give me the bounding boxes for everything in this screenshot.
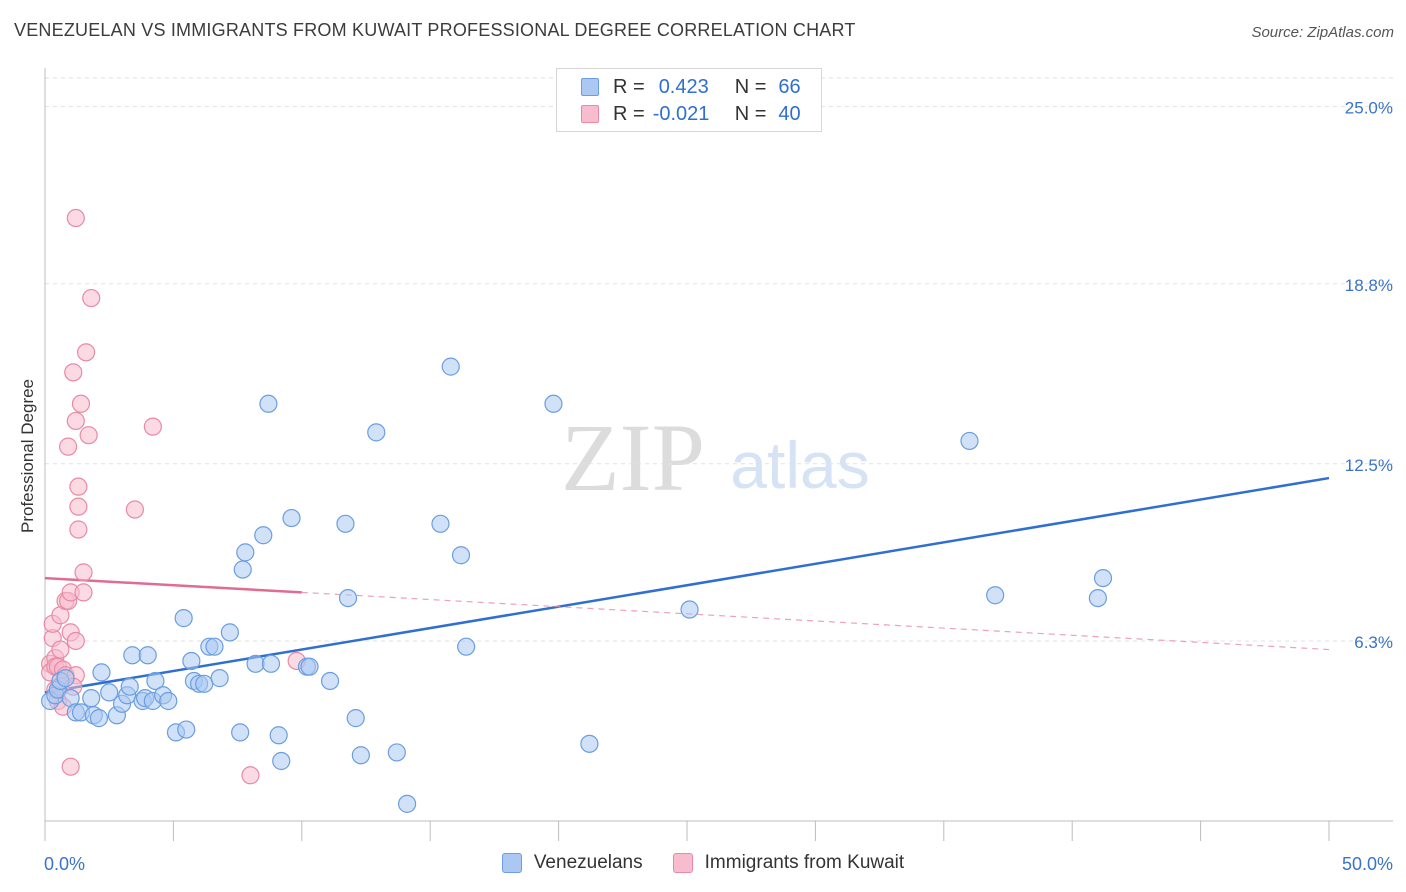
point-kuwait — [241, 766, 260, 785]
point-kuwait — [66, 411, 85, 431]
point-venezuelan — [254, 526, 273, 545]
point-venezuelan — [397, 794, 417, 813]
point-venezuelan — [123, 646, 142, 665]
legend-swatch-venezuelans — [581, 78, 599, 96]
point-venezuelan — [233, 560, 252, 579]
point-venezuelan — [320, 671, 340, 691]
series-legend: Venezuelans Immigrants from Kuwait — [0, 852, 1406, 874]
point-kuwait — [69, 497, 88, 516]
point-venezuelan — [544, 394, 563, 413]
legend-r-label: R = — [613, 102, 645, 125]
source-label: Source: ZipAtlas.com — [1251, 24, 1394, 41]
point-kuwait — [125, 500, 144, 519]
legend-n-value: 40 — [778, 102, 801, 125]
point-venezuelan — [146, 671, 165, 691]
x-tick-label-max: 50.0% — [1342, 854, 1393, 874]
point-kuwait — [69, 477, 88, 496]
point-venezuelan — [457, 637, 476, 656]
series-swatch-kuwait — [672, 853, 693, 873]
point-venezuelan — [986, 586, 1005, 605]
point-kuwait — [143, 417, 162, 436]
point-kuwait — [74, 583, 93, 602]
legend-n-value: 66 — [778, 75, 801, 98]
point-venezuelan — [282, 508, 301, 528]
point-kuwait — [51, 640, 70, 659]
point-kuwait — [69, 520, 88, 539]
point-venezuelan — [1093, 568, 1113, 588]
point-venezuelan — [441, 357, 460, 376]
point-venezuelan — [177, 720, 196, 739]
legend-n-label: N = — [734, 102, 767, 125]
point-venezuelan — [351, 746, 370, 765]
point-venezuelan — [174, 609, 193, 628]
point-venezuelan — [82, 689, 101, 708]
chart-title: VENEZUELAN VS IMMIGRANTS FROM KUWAIT PRO… — [14, 20, 856, 40]
point-venezuelan — [367, 423, 386, 442]
point-kuwait — [74, 563, 93, 582]
point-venezuelan — [338, 588, 358, 608]
point-kuwait — [59, 437, 78, 456]
legend-swatch-kuwait — [581, 105, 599, 123]
y-axis-title: Professional Degree — [18, 378, 37, 534]
point-venezuelan — [231, 723, 250, 742]
point-venezuelan — [89, 709, 109, 728]
trend-line-kuwait — [44, 576, 302, 594]
point-venezuelan — [261, 654, 281, 673]
point-venezuelan — [300, 657, 319, 676]
point-kuwait — [66, 208, 85, 228]
point-venezuelan — [346, 709, 365, 728]
point-venezuelan — [159, 691, 178, 711]
point-kuwait — [61, 757, 80, 776]
point-venezuelan — [431, 514, 450, 533]
point-venezuelan — [220, 623, 239, 642]
series-label-kuwait: Immigrants from Kuwait — [704, 852, 905, 873]
point-venezuelan — [120, 677, 139, 696]
point-venezuelan — [195, 674, 214, 693]
series-legend-kuwait[interactable]: Immigrants from Kuwait — [672, 852, 905, 874]
point-venezuelan — [205, 637, 224, 656]
point-venezuelan — [269, 726, 288, 745]
y-tick-label: 25.0% — [1345, 99, 1393, 118]
series-legend-venezuelans[interactable]: Venezuelans — [501, 852, 643, 874]
y-tick-label: 18.8% — [1345, 276, 1393, 295]
point-kuwait — [76, 343, 96, 362]
point-venezuelan — [1088, 588, 1107, 608]
point-venezuelan — [680, 600, 699, 619]
point-venezuelan — [100, 683, 119, 702]
stats-legend: R = 0.423 N = 66 R = -0.021 N = 40 — [556, 68, 822, 132]
point-kuwait — [79, 426, 98, 445]
point-venezuelan — [182, 651, 201, 671]
point-venezuelan — [246, 654, 265, 673]
point-venezuelan — [272, 751, 291, 771]
point-venezuelan — [259, 394, 278, 413]
legend-r-value: 0.423 — [658, 75, 709, 98]
legend-row-venezuelans: R = 0.423 N = 66 — [581, 75, 801, 99]
point-kuwait — [82, 288, 101, 308]
legend-row-kuwait: R = -0.021 N = 40 — [581, 102, 801, 126]
point-venezuelan — [210, 669, 229, 688]
series-label-venezuelans: Venezuelans — [533, 852, 643, 873]
watermark-atlas: atlas — [730, 428, 869, 502]
point-venezuelan — [580, 734, 599, 753]
point-venezuelan — [336, 514, 355, 533]
point-venezuelan — [960, 431, 979, 451]
series-swatch-venezuelans — [501, 853, 522, 873]
y-tick-label: 6.3% — [1354, 633, 1393, 652]
point-venezuelan — [92, 663, 111, 682]
point-venezuelan — [138, 646, 157, 665]
legend-r-label: R = — [613, 75, 645, 98]
point-kuwait — [66, 631, 85, 651]
legend-n-label: N = — [734, 75, 767, 98]
watermark-zip: ZIP — [561, 404, 705, 511]
point-venezuelan — [451, 546, 471, 565]
point-venezuelan — [236, 543, 255, 562]
point-venezuelan — [387, 743, 406, 762]
y-tick-label: 12.5% — [1345, 456, 1393, 475]
x-tick-label-min: 0.0% — [44, 854, 85, 874]
point-kuwait — [71, 394, 91, 413]
point-venezuelan — [56, 669, 75, 688]
legend-r-value: -0.021 — [652, 102, 710, 125]
point-kuwait — [64, 363, 83, 382]
